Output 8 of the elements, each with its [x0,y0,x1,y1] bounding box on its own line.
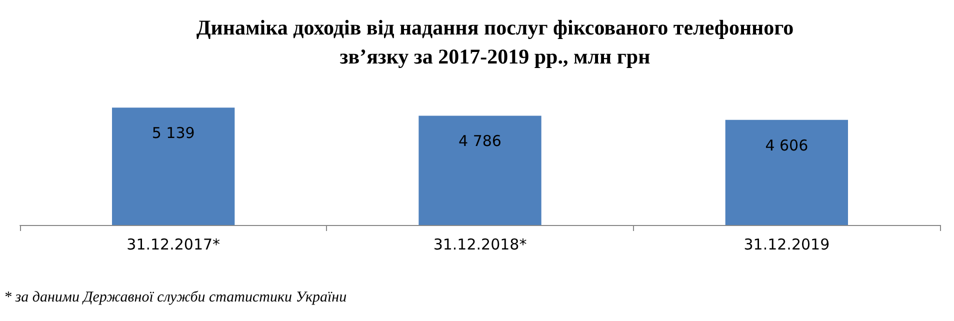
x-tick-label: 31.12.2017* [126,236,221,254]
data-label: 4 786 [458,132,502,150]
text: * за даними Державної служби статистики України [4,290,347,306]
x-tick-label: 31.12.2019 [744,236,830,254]
data-label: 5 139 [152,124,195,142]
x-tick-label: 31.12.2018* [433,236,528,254]
chart-title: Динаміка доходів від надання послуг фіксованого телефонного зв’язку за 2017-2019 рр., млн грн [196,16,794,68]
data-label: 4 606 [765,136,808,154]
